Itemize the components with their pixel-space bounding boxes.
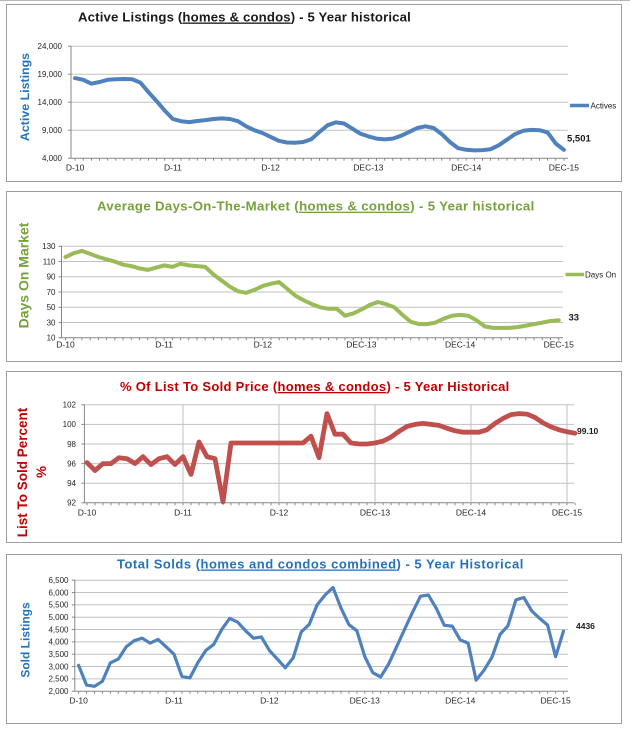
svg-text:3,500: 3,500 — [48, 650, 69, 659]
svg-text:110: 110 — [43, 257, 56, 266]
svg-text:%: % — [34, 466, 49, 478]
svg-text:70: 70 — [47, 288, 56, 297]
svg-text:92: 92 — [67, 499, 76, 508]
svg-text:% Of List To Sold Price (homes: % Of List To Sold Price (homes & condos)… — [120, 379, 510, 394]
svg-text:DEC-13: DEC-13 — [360, 507, 391, 517]
svg-text:5,500: 5,500 — [48, 601, 69, 610]
svg-text:List To Sold Percent: List To Sold Percent — [15, 407, 30, 537]
svg-text:DEC-15: DEC-15 — [544, 340, 575, 350]
svg-text:DEC-15: DEC-15 — [540, 696, 571, 706]
svg-text:90: 90 — [47, 273, 56, 282]
svg-text:Actives: Actives — [591, 102, 617, 111]
svg-text:Active Listings (homes & condo: Active Listings (homes & condos) - 5 Yea… — [78, 10, 411, 25]
svg-text:DEC-14: DEC-14 — [445, 340, 476, 350]
svg-text:D-12: D-12 — [261, 163, 280, 173]
svg-text:DEC-15: DEC-15 — [552, 507, 583, 517]
svg-text:D-10: D-10 — [69, 696, 88, 706]
svg-text:D-10: D-10 — [56, 340, 75, 350]
svg-text:5,501: 5,501 — [567, 134, 591, 145]
svg-text:DEC-14: DEC-14 — [456, 507, 487, 517]
svg-text:D-11: D-11 — [155, 340, 173, 350]
svg-text:DEC-13: DEC-13 — [353, 163, 384, 173]
svg-text:Sold Listings: Sold Listings — [19, 602, 33, 678]
svg-text:D-11: D-11 — [164, 163, 182, 173]
svg-text:2,500: 2,500 — [48, 675, 69, 684]
svg-text:14,000: 14,000 — [38, 98, 63, 107]
svg-text:D-12: D-12 — [260, 696, 279, 706]
svg-text:D-12: D-12 — [254, 340, 273, 350]
svg-text:Active Listings: Active Listings — [18, 53, 32, 141]
svg-text:D-11: D-11 — [174, 507, 192, 517]
svg-text:D-11: D-11 — [165, 696, 183, 706]
svg-text:Days On: Days On — [585, 271, 616, 280]
svg-text:24,000: 24,000 — [38, 42, 63, 51]
svg-text:96: 96 — [67, 459, 76, 468]
svg-text:4,000: 4,000 — [42, 154, 63, 163]
svg-text:DEC-13: DEC-13 — [350, 696, 381, 706]
svg-text:DEC-13: DEC-13 — [346, 340, 377, 350]
svg-text:99.10: 99.10 — [577, 426, 599, 436]
svg-text:4,500: 4,500 — [48, 625, 69, 634]
svg-text:D-10: D-10 — [66, 163, 85, 173]
svg-text:Total Solds (homes and condos: Total Solds (homes and condos combined) … — [117, 557, 524, 572]
svg-text:19,000: 19,000 — [38, 70, 63, 79]
svg-text:50: 50 — [47, 303, 56, 312]
svg-text:Days On Market: Days On Market — [16, 222, 32, 328]
svg-text:Average Days-On-The-Market (ho: Average Days-On-The-Market (homes & cond… — [97, 199, 535, 214]
svg-text:D-12: D-12 — [270, 507, 289, 517]
svg-text:102: 102 — [63, 401, 77, 410]
svg-text:D-10: D-10 — [78, 507, 97, 517]
svg-text:33: 33 — [569, 312, 580, 323]
svg-text:DEC-15: DEC-15 — [549, 163, 580, 173]
svg-text:100: 100 — [63, 420, 77, 429]
svg-text:9,000: 9,000 — [42, 126, 63, 135]
svg-text:2,000: 2,000 — [48, 687, 69, 696]
svg-text:94: 94 — [67, 479, 76, 488]
svg-text:10: 10 — [47, 334, 56, 343]
svg-text:130: 130 — [42, 242, 56, 251]
svg-text:4436: 4436 — [576, 621, 595, 631]
svg-text:4,000: 4,000 — [48, 638, 69, 647]
svg-text:DEC-14: DEC-14 — [451, 163, 482, 173]
svg-text:3,000: 3,000 — [48, 662, 69, 671]
svg-text:DEC-14: DEC-14 — [445, 696, 476, 706]
svg-text:6,000: 6,000 — [48, 588, 69, 597]
svg-text:30: 30 — [47, 318, 56, 327]
svg-text:98: 98 — [67, 440, 76, 449]
svg-text:5,000: 5,000 — [48, 613, 69, 622]
svg-text:6,500: 6,500 — [48, 576, 69, 585]
